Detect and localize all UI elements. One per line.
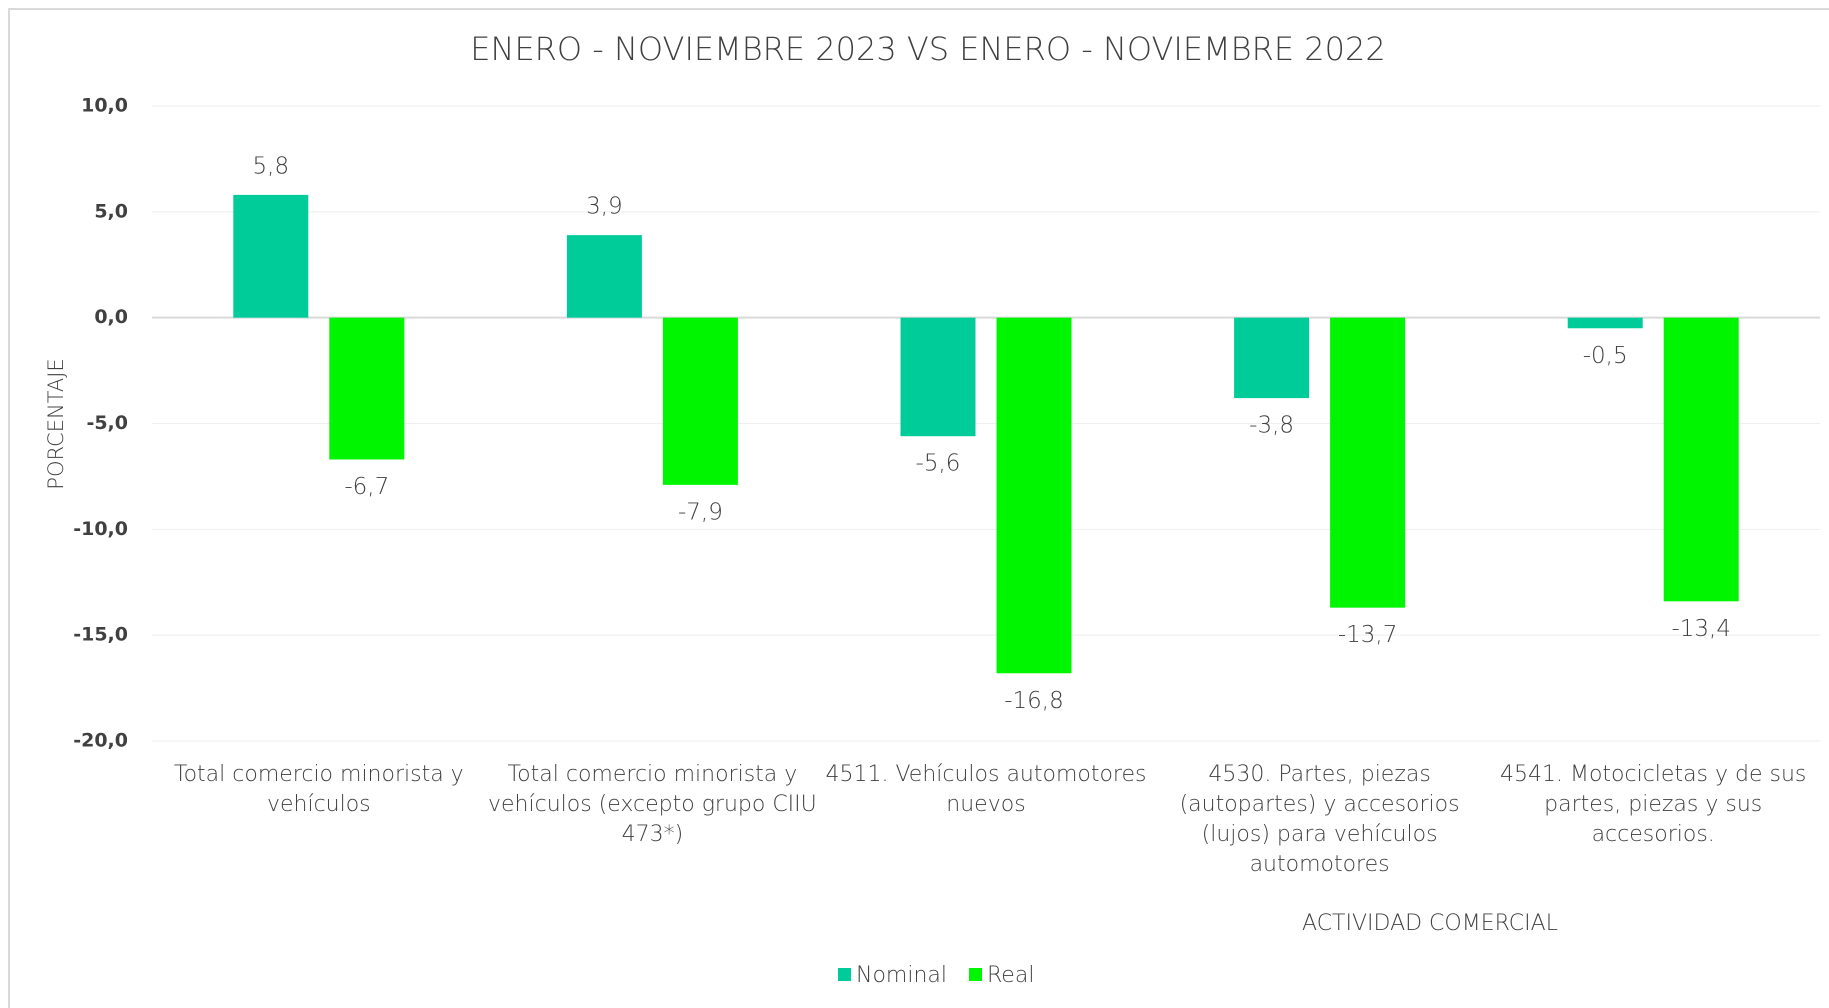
bar (566, 235, 642, 318)
bar (329, 317, 405, 460)
bar (1663, 317, 1739, 602)
y-tick-label: -15,0 (73, 624, 128, 646)
bar (900, 317, 976, 437)
data-label: -0,5 (1583, 343, 1628, 369)
data-label: -13,4 (1671, 616, 1731, 642)
bar (662, 317, 738, 485)
x-tick-label: 4541. Motocicletas y de sus partes, piez… (1499, 762, 1807, 847)
x-tick-label: Total comercio minorista y vehículos (173, 762, 464, 817)
data-label: 5,8 (253, 153, 290, 179)
data-label: -7,9 (678, 499, 723, 525)
bar (996, 317, 1072, 674)
x-tick-label: 4530. Partes, piezas (autopartes) y acce… (1179, 762, 1460, 877)
legend-label: Nominal (856, 963, 947, 988)
x-tick-label: 4511. Vehículos automotores nuevos (825, 762, 1147, 817)
legend-label: Real (987, 963, 1034, 988)
y-tick-label: 5,0 (94, 200, 128, 222)
bar (233, 194, 309, 318)
y-tick-label: 0,0 (94, 306, 128, 328)
bar (1567, 317, 1643, 329)
y-tick-label: 10,0 (81, 95, 128, 117)
data-label: -16,8 (1004, 688, 1064, 714)
data-label: -3,8 (1249, 413, 1294, 439)
data-label: -5,6 (916, 451, 961, 477)
chart-border (8, 8, 1829, 1008)
data-label: 3,9 (586, 194, 623, 220)
y-tick-label: -5,0 (86, 412, 128, 434)
y-tick-label: -10,0 (73, 518, 128, 540)
legend-swatch (969, 968, 982, 981)
bar (1234, 317, 1310, 399)
y-tick-label: -20,0 (73, 730, 128, 752)
data-label: -6,7 (344, 474, 389, 500)
legend-swatch (838, 968, 851, 981)
bar (1330, 317, 1406, 608)
x-axis-label: ACTIVIDAD COMERCIAL (1302, 911, 1558, 936)
y-axis-label: PORCENTAJE (44, 358, 68, 489)
data-label: -13,7 (1338, 622, 1398, 648)
x-tick-label: Total comercio minorista y vehículos (ex… (488, 762, 817, 847)
chart-title: ENERO - NOVIEMBRE 2023 VS ENERO - NOVIEM… (470, 30, 1385, 68)
